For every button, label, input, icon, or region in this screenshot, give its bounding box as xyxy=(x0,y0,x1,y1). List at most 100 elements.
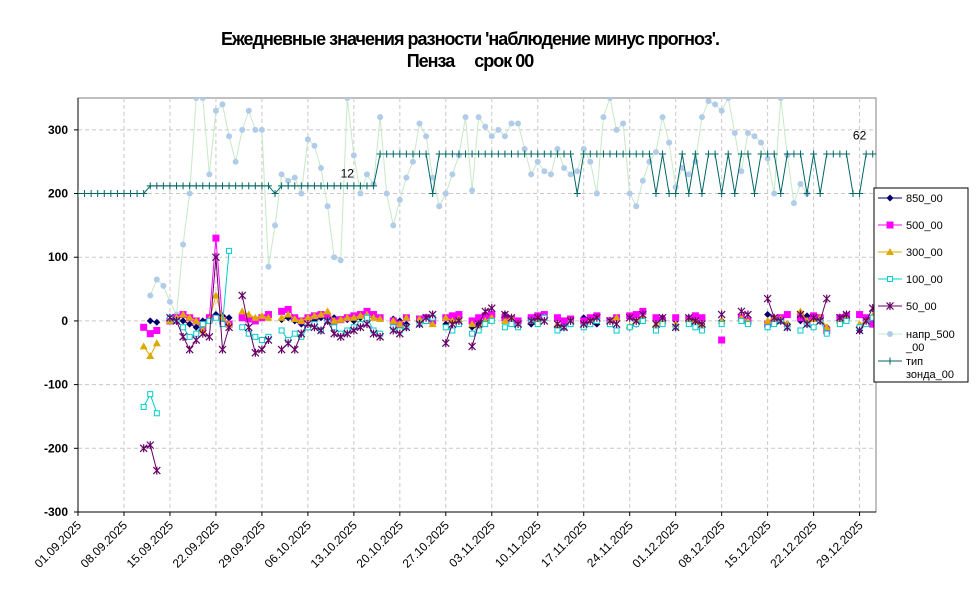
y-tick-label: 300 xyxy=(48,123,68,137)
point-100-00 xyxy=(836,321,843,328)
point-500-00 xyxy=(153,326,161,334)
x-tick-label: 15.09.2025 xyxy=(124,518,177,571)
point-напр-500-00 xyxy=(147,292,154,299)
point-тип-зонда-00 xyxy=(350,182,358,190)
x-tick-label: 24.11.2025 xyxy=(584,518,636,570)
point-100-00 xyxy=(291,330,298,337)
x-tick-label: 10.11.2025 xyxy=(492,518,544,570)
point-напр-500-00 xyxy=(403,174,410,181)
annotations: 12 62 xyxy=(341,128,867,180)
point-50-00 xyxy=(553,320,562,329)
point-50-00 xyxy=(166,313,174,322)
point-50-00 xyxy=(185,345,194,354)
point-100-00 xyxy=(797,327,804,334)
point-тип-зонда-00 xyxy=(317,182,325,190)
point-50-00 xyxy=(251,348,260,357)
point-100-00 xyxy=(442,324,449,331)
point-напр-500-00 xyxy=(423,133,430,140)
point-напр-500-00 xyxy=(226,133,233,140)
point-850-00 xyxy=(153,318,161,326)
point-500-00 xyxy=(448,312,456,320)
x-tick-label: 08.09.2025 xyxy=(78,518,131,571)
point-напр-500-00 xyxy=(600,114,607,121)
x-tick-label: 20.10.2025 xyxy=(354,518,407,571)
point-напр-500-00 xyxy=(331,254,338,261)
point-напр-500-00 xyxy=(744,130,751,137)
point-50-00 xyxy=(441,339,450,348)
legend-swatch-marker xyxy=(886,194,894,202)
point-100-00 xyxy=(764,324,771,331)
point-50-00 xyxy=(422,313,431,322)
point-850-00 xyxy=(146,317,154,325)
point-тип-зонда-00 xyxy=(396,150,404,158)
point-50-00 xyxy=(356,323,365,332)
point-напр-500-00 xyxy=(278,171,285,178)
point-300-00 xyxy=(441,313,450,321)
point-тип-зонда-00 xyxy=(402,150,410,158)
point-тип-зонда-00 xyxy=(639,150,647,158)
point-тип-зонда-00 xyxy=(264,182,272,190)
point-тип-зонда-00 xyxy=(783,150,791,158)
point-напр-500-00 xyxy=(166,298,173,305)
point-тип-зонда-00 xyxy=(107,190,115,198)
point-тип-зонда-00 xyxy=(468,150,476,158)
point-напр-500-00 xyxy=(541,168,548,175)
point-300-00 xyxy=(376,315,385,323)
point-100-00 xyxy=(180,324,187,331)
point-100-00 xyxy=(219,321,226,328)
point-напр-500-00 xyxy=(436,203,443,210)
x-tick-label: 29.12.2025 xyxy=(813,518,866,571)
point-напр-500-00 xyxy=(495,126,502,133)
point-тип-зонда-00 xyxy=(127,190,135,198)
point-тип-зонда-00 xyxy=(78,190,82,198)
point-50-00 xyxy=(737,307,746,316)
point-50-00 xyxy=(855,326,864,335)
point-300-00 xyxy=(468,320,477,328)
point-300-00 xyxy=(211,291,220,299)
legend-label: 500_00 xyxy=(906,220,943,232)
legend-label: 300_00 xyxy=(906,247,943,259)
point-напр-500-00 xyxy=(580,145,587,152)
point-напр-500-00 xyxy=(751,133,758,140)
point-тип-зонда-00 xyxy=(685,190,693,198)
point-500-00 xyxy=(718,336,726,344)
point-напр-500-00 xyxy=(199,98,206,101)
point-тип-зонда-00 xyxy=(146,182,154,190)
y-tick-label: -300 xyxy=(44,505,68,519)
point-300-00 xyxy=(330,316,339,324)
point-напр-500-00 xyxy=(501,133,508,140)
point-тип-зонда-00 xyxy=(599,150,607,158)
point-напр-500-00 xyxy=(659,114,666,121)
point-напр-500-00 xyxy=(180,241,187,248)
point-тип-зонда-00 xyxy=(626,150,634,158)
point-тип-зонда-00 xyxy=(862,150,870,158)
point-100-00 xyxy=(613,327,620,334)
point-тип-зонда-00 xyxy=(764,150,772,158)
point-напр-500-00 xyxy=(725,98,732,101)
point-тип-зонда-00 xyxy=(166,182,174,190)
point-тип-зонда-00 xyxy=(225,182,233,190)
point-напр-500-00 xyxy=(488,133,495,140)
point-тип-зонда-00 xyxy=(218,182,226,190)
point-500-00 xyxy=(284,305,292,313)
point-100-00 xyxy=(554,327,561,334)
point-50-00 xyxy=(218,345,227,354)
point-50-00 xyxy=(369,329,378,338)
point-300-00 xyxy=(349,313,358,321)
point-100-00 xyxy=(501,324,508,331)
point-тип-зонда-00 xyxy=(173,182,181,190)
point-850-00 xyxy=(179,317,187,325)
point-50-00 xyxy=(500,310,509,319)
chart-title-line2: Пенза срок 00 xyxy=(406,51,535,71)
point-100-00 xyxy=(469,330,476,337)
point-тип-зонда-00 xyxy=(284,182,292,190)
point-300-00 xyxy=(763,316,772,324)
point-300-00 xyxy=(192,316,201,324)
legend-label: напр_500 _00 xyxy=(905,329,955,354)
point-100-00 xyxy=(363,314,370,321)
point-напр-500-00 xyxy=(272,222,279,229)
point-тип-зонда-00 xyxy=(810,150,818,158)
point-500-00 xyxy=(251,317,259,325)
point-300-00 xyxy=(323,307,332,315)
point-тип-зонда-00 xyxy=(81,190,89,198)
